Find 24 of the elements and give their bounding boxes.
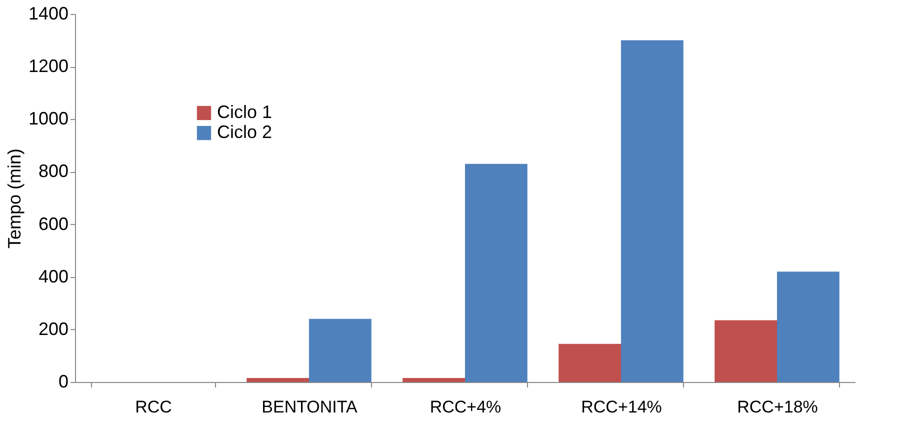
y-tick-label: 600 — [38, 214, 68, 234]
y-tick-label: 800 — [38, 161, 68, 182]
x-tick-label: BENTONITA — [262, 398, 358, 416]
y-tick-label: 0 — [58, 372, 68, 392]
bar — [309, 318, 372, 382]
bar — [465, 164, 528, 382]
x-tick-label: RCC+4% — [430, 398, 502, 416]
x-tick-label: RCC+18% — [737, 398, 818, 416]
bar — [714, 320, 777, 382]
y-axis-title: Tempo (min) — [4, 148, 24, 249]
y-tick-label: 1000 — [28, 108, 68, 129]
legend-label: Ciclo 2 — [217, 122, 272, 142]
bar — [558, 344, 621, 382]
legend-label: Ciclo 1 — [217, 102, 272, 122]
y-tick-label: 400 — [38, 266, 68, 286]
y-tick-label: 200 — [38, 318, 68, 339]
y-tick-label: 1200 — [28, 56, 68, 76]
y-tick-label: 1400 — [28, 4, 68, 24]
bar — [246, 378, 309, 382]
bar — [621, 40, 684, 382]
bar — [777, 272, 840, 382]
x-tick-label: RCC+14% — [581, 398, 662, 416]
bar — [402, 378, 465, 382]
x-tick-label: RCC — [135, 398, 172, 416]
